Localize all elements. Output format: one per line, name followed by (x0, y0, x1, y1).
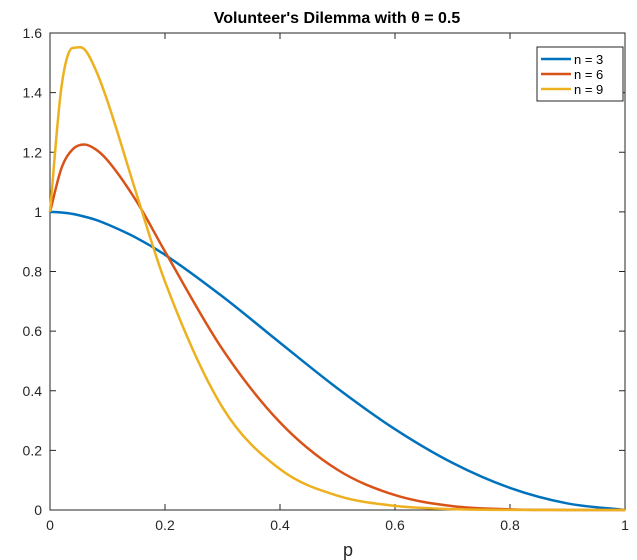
y-tick-label: 0.6 (23, 323, 43, 339)
y-tick-label: 0.4 (23, 383, 43, 399)
x-tick-label: 0.2 (155, 517, 175, 533)
y-tick-label: 1 (34, 204, 42, 220)
legend-label-n3: n = 3 (574, 52, 603, 67)
series-line-n9 (48, 45, 625, 512)
series-line-n3 (49, 210, 626, 512)
legend-label-n6: n = 6 (574, 67, 603, 82)
y-tick-label: 0 (34, 502, 42, 518)
x-tick-label: 0 (46, 517, 54, 533)
y-tick-label: 1.6 (23, 25, 43, 41)
x-tick-label: 0.4 (270, 517, 290, 533)
y-tick-label: 0.8 (23, 264, 43, 280)
x-tick-label: 0.6 (385, 517, 405, 533)
y-tick-label: 1.2 (23, 144, 43, 160)
series-line-n6 (48, 143, 626, 512)
axes-box (49, 32, 626, 511)
x-axis-title: p (343, 540, 353, 560)
plot-area: 0 0.2 0.4 0.6 0.8 1 0 0.2 0.4 0.6 0.8 1 1.2 1.4 1.6 (23, 25, 630, 533)
y-tick-label: 1.4 (23, 85, 43, 101)
legend-label-n9: n = 9 (574, 82, 603, 97)
x-tick-label: 1 (621, 517, 629, 533)
x-tick-label: 0.8 (500, 517, 520, 533)
chart-title: Volunteer's Dilemma with θ = 0.5 (214, 10, 461, 27)
y-tick-label: 0.2 (23, 442, 43, 458)
legend: n = 3n = 6n = 9 (536, 46, 624, 102)
